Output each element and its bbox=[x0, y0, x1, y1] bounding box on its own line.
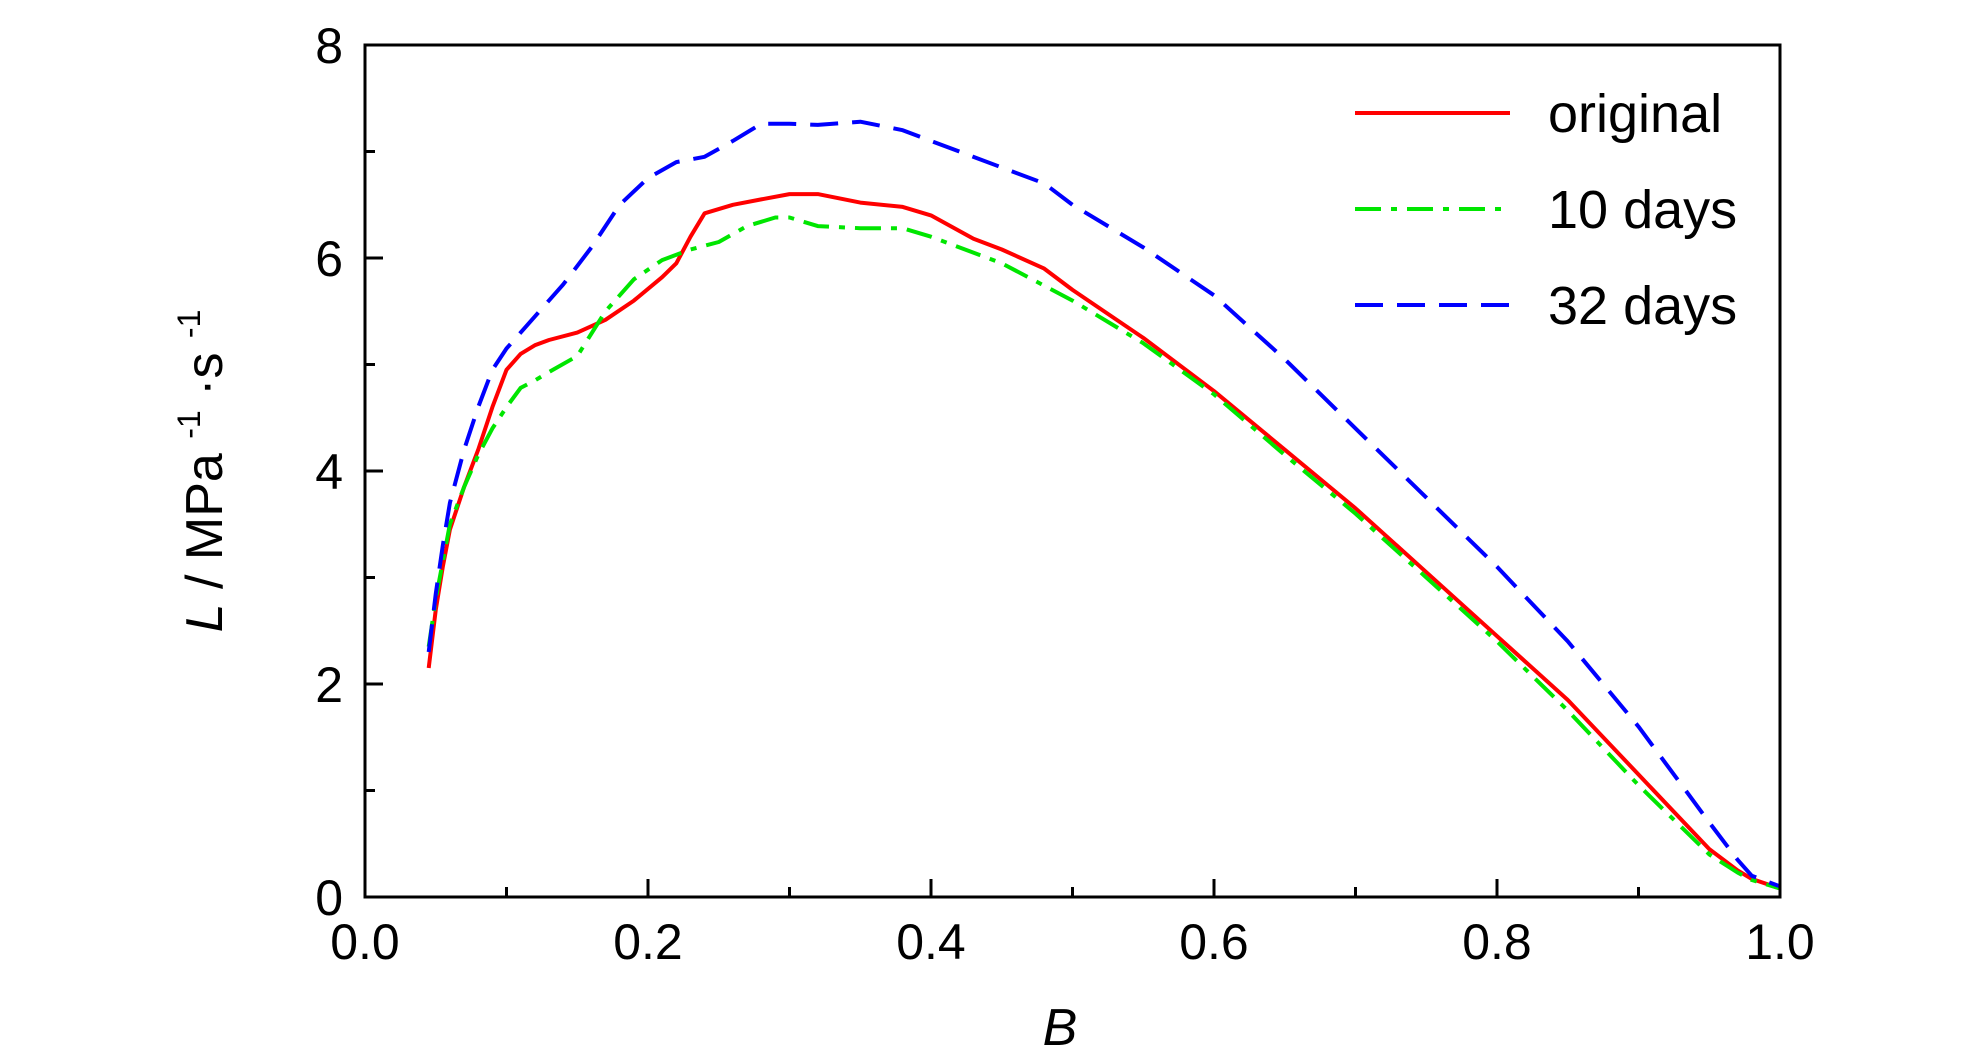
series-line-2 bbox=[426, 215, 1781, 891]
x-tick-label: 0.8 bbox=[1462, 914, 1532, 970]
legend-label-3: 32 days bbox=[1548, 276, 1737, 336]
legend: original 10 days 32 days bbox=[1355, 84, 1737, 336]
x-axis-title: B bbox=[1043, 999, 1078, 1057]
series-line-1 bbox=[426, 192, 1781, 891]
legend-label-2: 10 days bbox=[1548, 180, 1737, 240]
plot-frame bbox=[363, 43, 1782, 899]
y-axis-unit-exponent-2: -1 bbox=[171, 310, 207, 338]
x-tick-label: 0.2 bbox=[613, 914, 683, 970]
x-tick-label: 1.0 bbox=[1745, 914, 1815, 970]
svg-text:L / MPa -1: L / MPa -1 ·s -1 bbox=[154, 310, 234, 633]
x-tick-label: 0.0 bbox=[330, 914, 400, 970]
y-tick-label: 4 bbox=[315, 444, 343, 500]
y-tick-label: 8 bbox=[315, 18, 343, 74]
y-axis-unit-exponent-1: -1 bbox=[171, 410, 207, 438]
axis-tick-labels: 0.0 0.2 0.4 0.6 0.8 1.0 0 2 4 6 8 bbox=[315, 18, 1815, 970]
legend-label-1: original bbox=[1548, 84, 1722, 144]
x-tick-label: 0.4 bbox=[896, 914, 966, 970]
y-tick-label: 2 bbox=[315, 657, 343, 713]
y-tick-label: 0 bbox=[315, 870, 343, 926]
y-axis-title: L / MPa -1 ·s -1 bbox=[154, 310, 234, 633]
axis-ticks bbox=[363, 43, 1782, 899]
x-tick-label: 0.6 bbox=[1179, 914, 1249, 970]
y-tick-label: 6 bbox=[315, 231, 343, 287]
series-line-3 bbox=[426, 119, 1781, 889]
plot-lines bbox=[426, 119, 1781, 891]
